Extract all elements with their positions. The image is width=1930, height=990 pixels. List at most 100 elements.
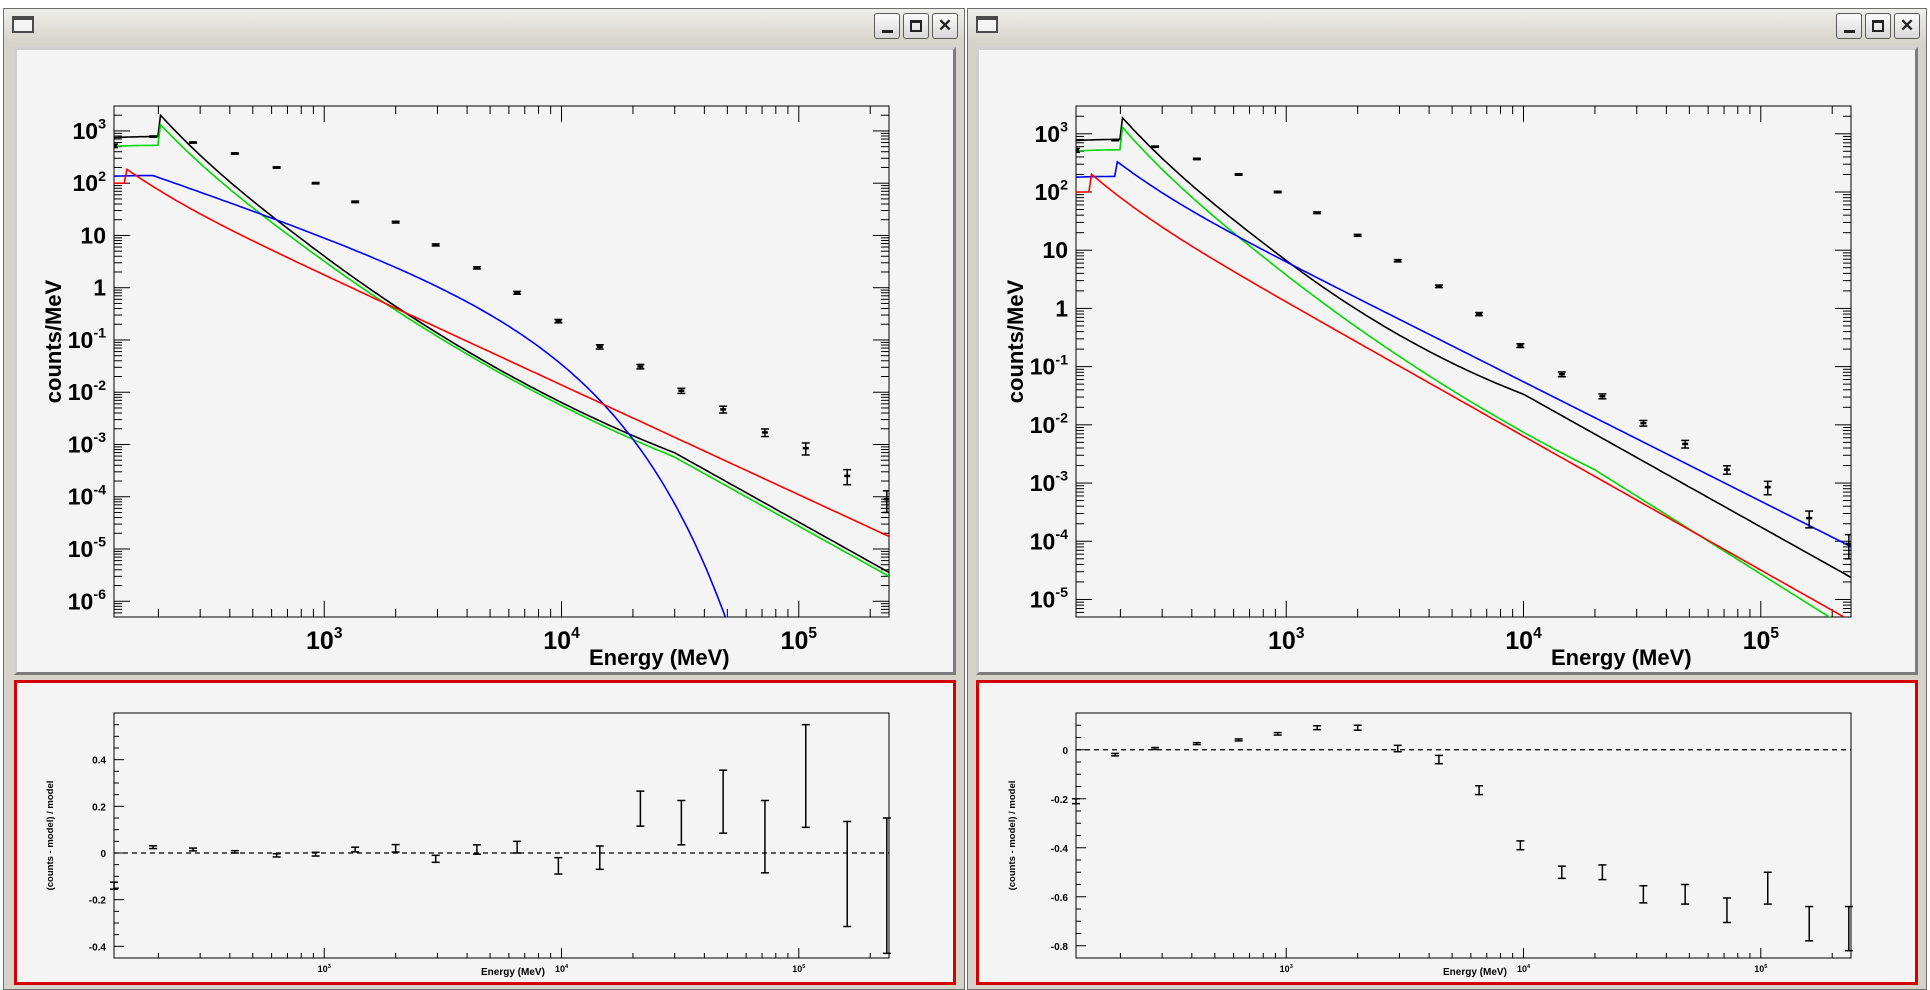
data-point	[230, 152, 239, 155]
residual-point	[843, 820, 852, 928]
title-bar[interactable]: ✕	[968, 9, 1926, 43]
model-curve-1	[1076, 125, 1831, 617]
y-tick-label: 102	[1034, 178, 1068, 205]
x-tick-label: 104	[1505, 625, 1542, 655]
residual-point	[1111, 752, 1120, 757]
y-tick-label: 10-2	[68, 378, 106, 405]
close-button[interactable]: ✕	[932, 13, 958, 39]
residual-point	[1072, 798, 1080, 805]
plot-frame	[113, 712, 890, 959]
data-point	[1273, 190, 1282, 194]
residual-point	[554, 856, 563, 875]
y-tick-label: 10-3	[1030, 469, 1068, 496]
y-tick-label: 10-3	[68, 430, 106, 457]
residual-point	[1313, 724, 1322, 731]
y-tick-label: -0.6	[1051, 893, 1069, 904]
data-point	[1111, 138, 1120, 142]
canvas-window-left: ✕ 103 104 105 103 102 10 1 10-1 10-2 10-3 10-4 10-5…	[3, 8, 965, 990]
residual-point	[1192, 741, 1201, 746]
residual-point	[801, 723, 810, 829]
spectrum-plot: 103 104 10510310210110-110-210-310-410-510…	[41, 105, 890, 670]
y-tick-label: 10	[1042, 237, 1068, 263]
window-menu-icon[interactable]	[976, 16, 998, 33]
x-tick-label: 103	[318, 964, 331, 974]
x-tick-label: 105	[781, 625, 818, 655]
minimize-button[interactable]	[874, 13, 900, 39]
residual-point	[189, 847, 198, 852]
data-point	[1516, 343, 1525, 349]
residual-point	[760, 799, 769, 874]
data-point	[760, 428, 769, 438]
y-tick-label: 10-5	[68, 535, 106, 562]
data-point	[189, 141, 198, 144]
residual-point	[1763, 871, 1772, 905]
residual-point	[472, 844, 481, 855]
x-axis-label: Energy (MeV)	[481, 967, 545, 978]
y-tick-label: 0.4	[92, 756, 106, 767]
residual-point	[1516, 840, 1525, 851]
residuals-pad[interactable]: 103 104 105 0 -0.2 -0.4 -0.6 -0.8 Energy (MeV) (c…	[976, 680, 1918, 985]
residual-point	[311, 851, 320, 857]
title-bar[interactable]: ✕	[4, 9, 964, 43]
data-point	[719, 405, 728, 414]
residual-point	[677, 799, 686, 846]
residual-point	[110, 881, 118, 890]
x-tick-label: 105	[1754, 964, 1767, 974]
residual-point	[636, 790, 645, 827]
residual-point	[351, 846, 360, 853]
data-point	[1598, 393, 1607, 400]
data-point	[1434, 284, 1443, 289]
data-point	[1393, 258, 1402, 263]
y-tick-label: -0.8	[1051, 942, 1069, 953]
x-axis-label: Energy (MeV)	[1551, 645, 1692, 670]
y-axis-label: counts/MeV	[1003, 279, 1028, 403]
y-axis-label: counts/MeV	[41, 279, 66, 403]
data-point	[391, 220, 400, 224]
x-axis-label: Energy (MeV)	[1443, 967, 1507, 978]
spectrum-pad[interactable]: 103 104 105 103 102 10 1 10-1 10-2 10-3 10-4 10-5 10…	[14, 47, 956, 675]
residual-point	[1475, 785, 1484, 796]
x-tick-label: 103	[1280, 964, 1293, 974]
maximize-button[interactable]	[903, 13, 929, 39]
x-tick-label: 103	[1268, 625, 1305, 655]
model-curve-3	[1076, 172, 1846, 617]
canvas-window-right: ✕ 103 104 105 103 102 10 1 10-1 10-2 10-3 10-4 10-5…	[967, 8, 1927, 990]
close-icon: ✕	[1899, 16, 1915, 35]
data-point	[1681, 439, 1690, 449]
model-curve-2	[114, 174, 727, 617]
data-point	[1151, 145, 1160, 149]
y-tick-label: -0.4	[1051, 844, 1069, 855]
maximize-icon	[910, 20, 922, 32]
y-axis-label: (counts - model) / model	[45, 781, 56, 891]
y-axis-label: (counts - model) / model	[1007, 781, 1018, 891]
residual-point	[1681, 883, 1690, 905]
x-tick-label: 104	[1517, 964, 1531, 974]
residual-point	[1234, 738, 1243, 742]
plot-frame	[113, 105, 890, 618]
residual-point	[1805, 905, 1814, 942]
maximize-button[interactable]	[1865, 13, 1891, 39]
residual-point	[882, 817, 891, 955]
minimize-icon	[881, 29, 893, 33]
residuals-pad[interactable]: 103 104 105 0.4 0.2 0 -0.2 -0.4 Energy (MeV) (cou…	[14, 680, 956, 985]
spectrum-pad[interactable]: 103 104 105 103 102 10 1 10-1 10-2 10-3 10-4 10-5 En…	[976, 47, 1918, 675]
data-point	[554, 318, 563, 324]
y-tick-label: 10-5	[1030, 585, 1068, 612]
close-icon: ✕	[937, 16, 953, 35]
minimize-button[interactable]	[1836, 13, 1862, 39]
residual-point	[149, 845, 158, 850]
close-button[interactable]: ✕	[1894, 13, 1920, 39]
residual-point	[1844, 905, 1853, 952]
residuals-plot: 103 104 105 0 -0.2 -0.4 -0.6 -0.8 Energy (MeV) (c…	[1007, 712, 1853, 978]
window-menu-icon[interactable]	[12, 16, 34, 33]
y-tick-label: -0.4	[89, 942, 107, 953]
minimize-icon	[1843, 29, 1855, 33]
model-curve-2	[1076, 160, 1851, 548]
data-point	[1313, 211, 1322, 215]
data-point	[1722, 465, 1731, 475]
x-tick-label: 105	[792, 964, 805, 974]
residual-point	[719, 769, 728, 834]
residual-point	[272, 852, 281, 858]
data-point	[1557, 371, 1566, 378]
residual-point	[1639, 884, 1648, 904]
